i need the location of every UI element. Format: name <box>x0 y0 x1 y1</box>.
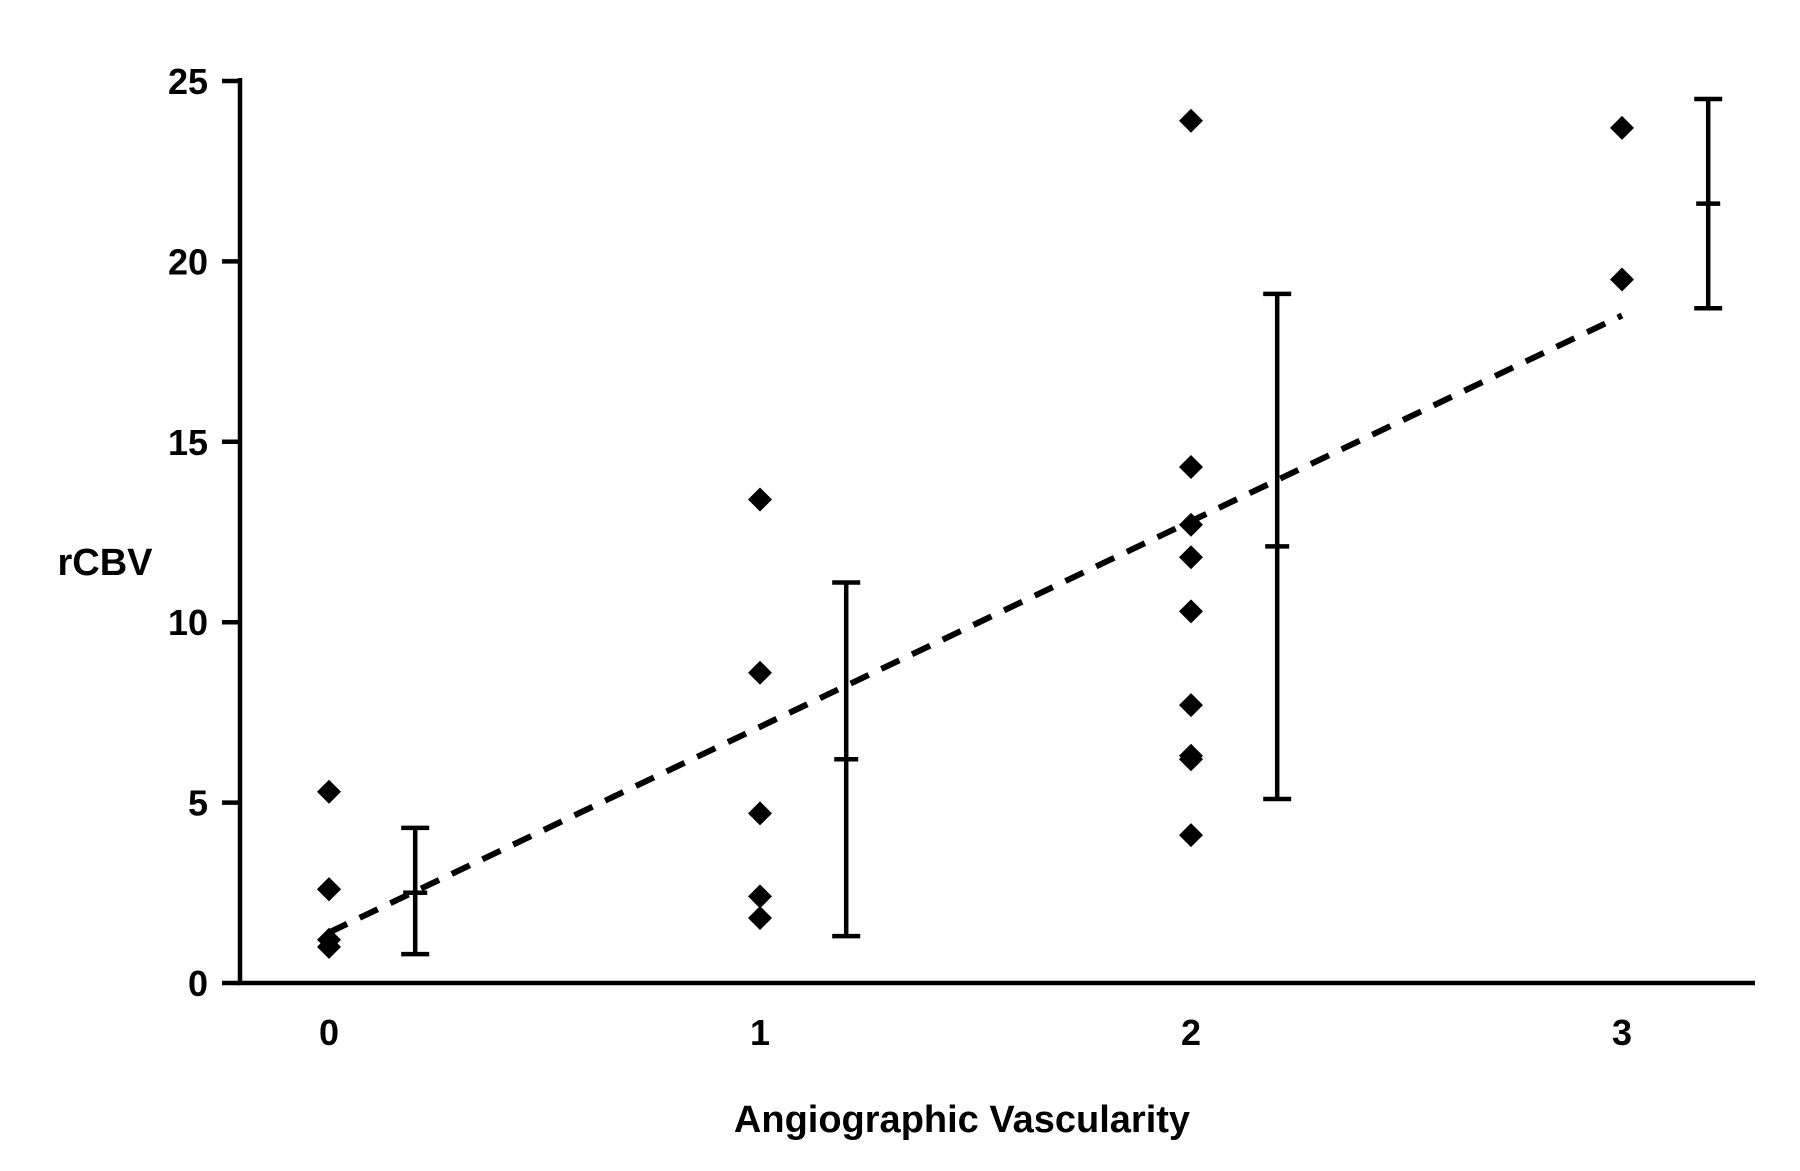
data-point <box>1179 599 1203 624</box>
error-bar <box>401 825 430 957</box>
y-axis-ticks: 0 5 10 15 20 25 <box>168 61 240 1004</box>
x-tick-label: 0 <box>319 1012 339 1053</box>
trend-line <box>327 312 1624 936</box>
data-point <box>1179 747 1203 772</box>
data-point <box>317 779 341 804</box>
y-tick-label: 20 <box>168 241 208 282</box>
data-point <box>748 884 772 909</box>
data-point <box>748 487 772 512</box>
data-point <box>748 660 772 685</box>
error-bar <box>1263 291 1292 802</box>
x-axis-ticks: 0 1 2 3 <box>319 1012 1632 1053</box>
data-point <box>1179 545 1203 570</box>
data-point <box>1179 693 1203 718</box>
x-tick-label: 2 <box>1181 1012 1201 1053</box>
y-tick-label: 10 <box>168 602 208 643</box>
data-point <box>1179 455 1203 480</box>
error-bar <box>1694 96 1723 311</box>
y-tick-label: 25 <box>168 61 208 102</box>
y-tick-label: 0 <box>188 963 208 1004</box>
data-point <box>748 906 772 931</box>
x-tick-label: 1 <box>750 1012 770 1053</box>
data-point <box>1610 267 1634 292</box>
data-point <box>317 877 341 902</box>
data-point <box>1179 512 1203 537</box>
data-point <box>748 801 772 826</box>
data-point <box>1610 115 1634 140</box>
x-tick-label: 3 <box>1612 1012 1632 1053</box>
x-axis-title: Angiographic Vascularity <box>734 1099 1190 1141</box>
chart-marks <box>317 96 1723 959</box>
data-point <box>1179 108 1203 133</box>
error-bar <box>832 580 861 939</box>
y-tick-label: 15 <box>168 422 208 463</box>
y-axis-title: rCBV <box>57 542 153 584</box>
y-tick-label: 5 <box>188 783 208 824</box>
data-point <box>1179 823 1203 848</box>
data-point <box>317 934 341 959</box>
